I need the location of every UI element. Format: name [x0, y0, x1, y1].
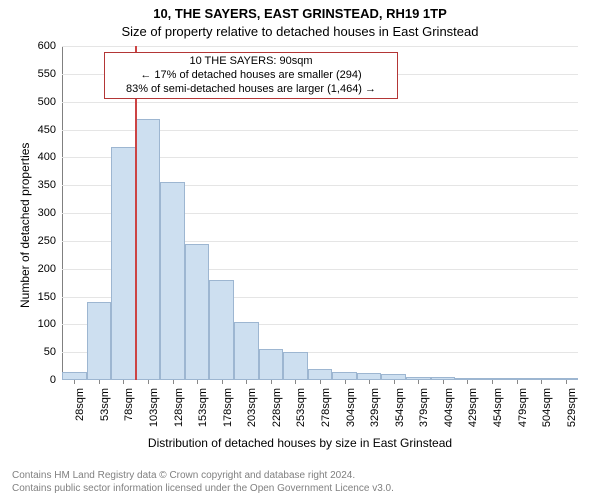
x-tick-label: 379sqm: [418, 388, 430, 438]
histogram-bar: [259, 349, 284, 380]
x-tick-label: 28sqm: [74, 388, 86, 438]
annotation-box: 10 THE SAYERS: 90sqm← 17% of detached ho…: [104, 52, 398, 99]
x-tick-mark: [394, 380, 395, 384]
y-tick-label: 350: [38, 179, 56, 191]
x-tick-label: 103sqm: [148, 388, 160, 438]
x-tick-mark: [443, 380, 444, 384]
x-tick-label: 479sqm: [517, 388, 529, 438]
histogram-bar: [209, 280, 234, 380]
y-tick-label: 600: [38, 40, 56, 52]
x-tick-label: 203sqm: [246, 388, 258, 438]
x-tick-label: 53sqm: [99, 388, 111, 438]
annotation-line: 10 THE SAYERS: 90sqm: [111, 55, 391, 69]
x-tick-label: 153sqm: [197, 388, 209, 438]
plot-area: 05010015020025030035040045050055060028sq…: [62, 46, 578, 380]
y-tick-label: 0: [50, 374, 56, 386]
histogram-bar: [62, 372, 87, 380]
x-tick-mark: [246, 380, 247, 384]
footer-copyright: Contains HM Land Registry data © Crown c…: [12, 470, 355, 481]
y-tick-label: 250: [38, 235, 56, 247]
gridline: [62, 102, 578, 103]
x-tick-label: 78sqm: [123, 388, 135, 438]
y-tick-label: 500: [38, 96, 56, 108]
x-tick-mark: [197, 380, 198, 384]
y-tick-label: 450: [38, 124, 56, 136]
y-tick-label: 150: [38, 291, 56, 303]
x-tick-label: 253sqm: [295, 388, 307, 438]
x-tick-label: 354sqm: [394, 388, 406, 438]
histogram-bar: [308, 369, 333, 380]
y-tick-label: 100: [38, 318, 56, 330]
y-tick-label: 400: [38, 151, 56, 163]
histogram-bar: [357, 373, 382, 380]
footer-licence: Contains public sector information licen…: [12, 483, 394, 494]
histogram-bar: [185, 244, 210, 380]
x-tick-mark: [467, 380, 468, 384]
x-tick-mark: [271, 380, 272, 384]
gridline: [62, 46, 578, 47]
y-axis-title: Number of detached properties: [18, 143, 32, 308]
histogram-bar: [160, 182, 185, 380]
x-tick-label: 128sqm: [173, 388, 185, 438]
y-tick-label: 300: [38, 207, 56, 219]
x-tick-label: 454sqm: [492, 388, 504, 438]
histogram-bar: [234, 322, 259, 380]
y-tick-label: 550: [38, 68, 56, 80]
y-tick-label: 200: [38, 263, 56, 275]
histogram-bar: [332, 372, 357, 380]
histogram-bar: [87, 302, 112, 380]
x-tick-mark: [517, 380, 518, 384]
x-tick-mark: [148, 380, 149, 384]
x-tick-label: 404sqm: [443, 388, 455, 438]
y-tick-label: 50: [44, 346, 56, 358]
histogram-bar: [111, 147, 136, 380]
x-tick-mark: [295, 380, 296, 384]
x-tick-mark: [566, 380, 567, 384]
annotation-line: ← 17% of detached houses are smaller (29…: [111, 69, 391, 83]
x-tick-label: 504sqm: [541, 388, 553, 438]
x-tick-label: 228sqm: [271, 388, 283, 438]
x-tick-mark: [345, 380, 346, 384]
x-tick-mark: [74, 380, 75, 384]
x-tick-label: 304sqm: [345, 388, 357, 438]
x-tick-mark: [99, 380, 100, 384]
chart-supertitle: 10, THE SAYERS, EAST GRINSTEAD, RH19 1TP: [0, 6, 600, 21]
histogram-bar: [136, 119, 161, 380]
x-tick-mark: [173, 380, 174, 384]
x-tick-label: 278sqm: [320, 388, 332, 438]
x-tick-label: 429sqm: [467, 388, 479, 438]
annotation-line: 83% of semi-detached houses are larger (…: [111, 83, 391, 97]
x-tick-label: 329sqm: [369, 388, 381, 438]
x-tick-mark: [222, 380, 223, 384]
chart-title: Size of property relative to detached ho…: [0, 24, 600, 39]
x-tick-mark: [492, 380, 493, 384]
x-tick-mark: [541, 380, 542, 384]
x-tick-mark: [320, 380, 321, 384]
x-tick-mark: [369, 380, 370, 384]
x-tick-mark: [418, 380, 419, 384]
x-axis-title: Distribution of detached houses by size …: [0, 436, 600, 450]
histogram-bar: [283, 352, 308, 380]
x-tick-label: 178sqm: [222, 388, 234, 438]
x-tick-label: 529sqm: [566, 388, 578, 438]
x-tick-mark: [123, 380, 124, 384]
